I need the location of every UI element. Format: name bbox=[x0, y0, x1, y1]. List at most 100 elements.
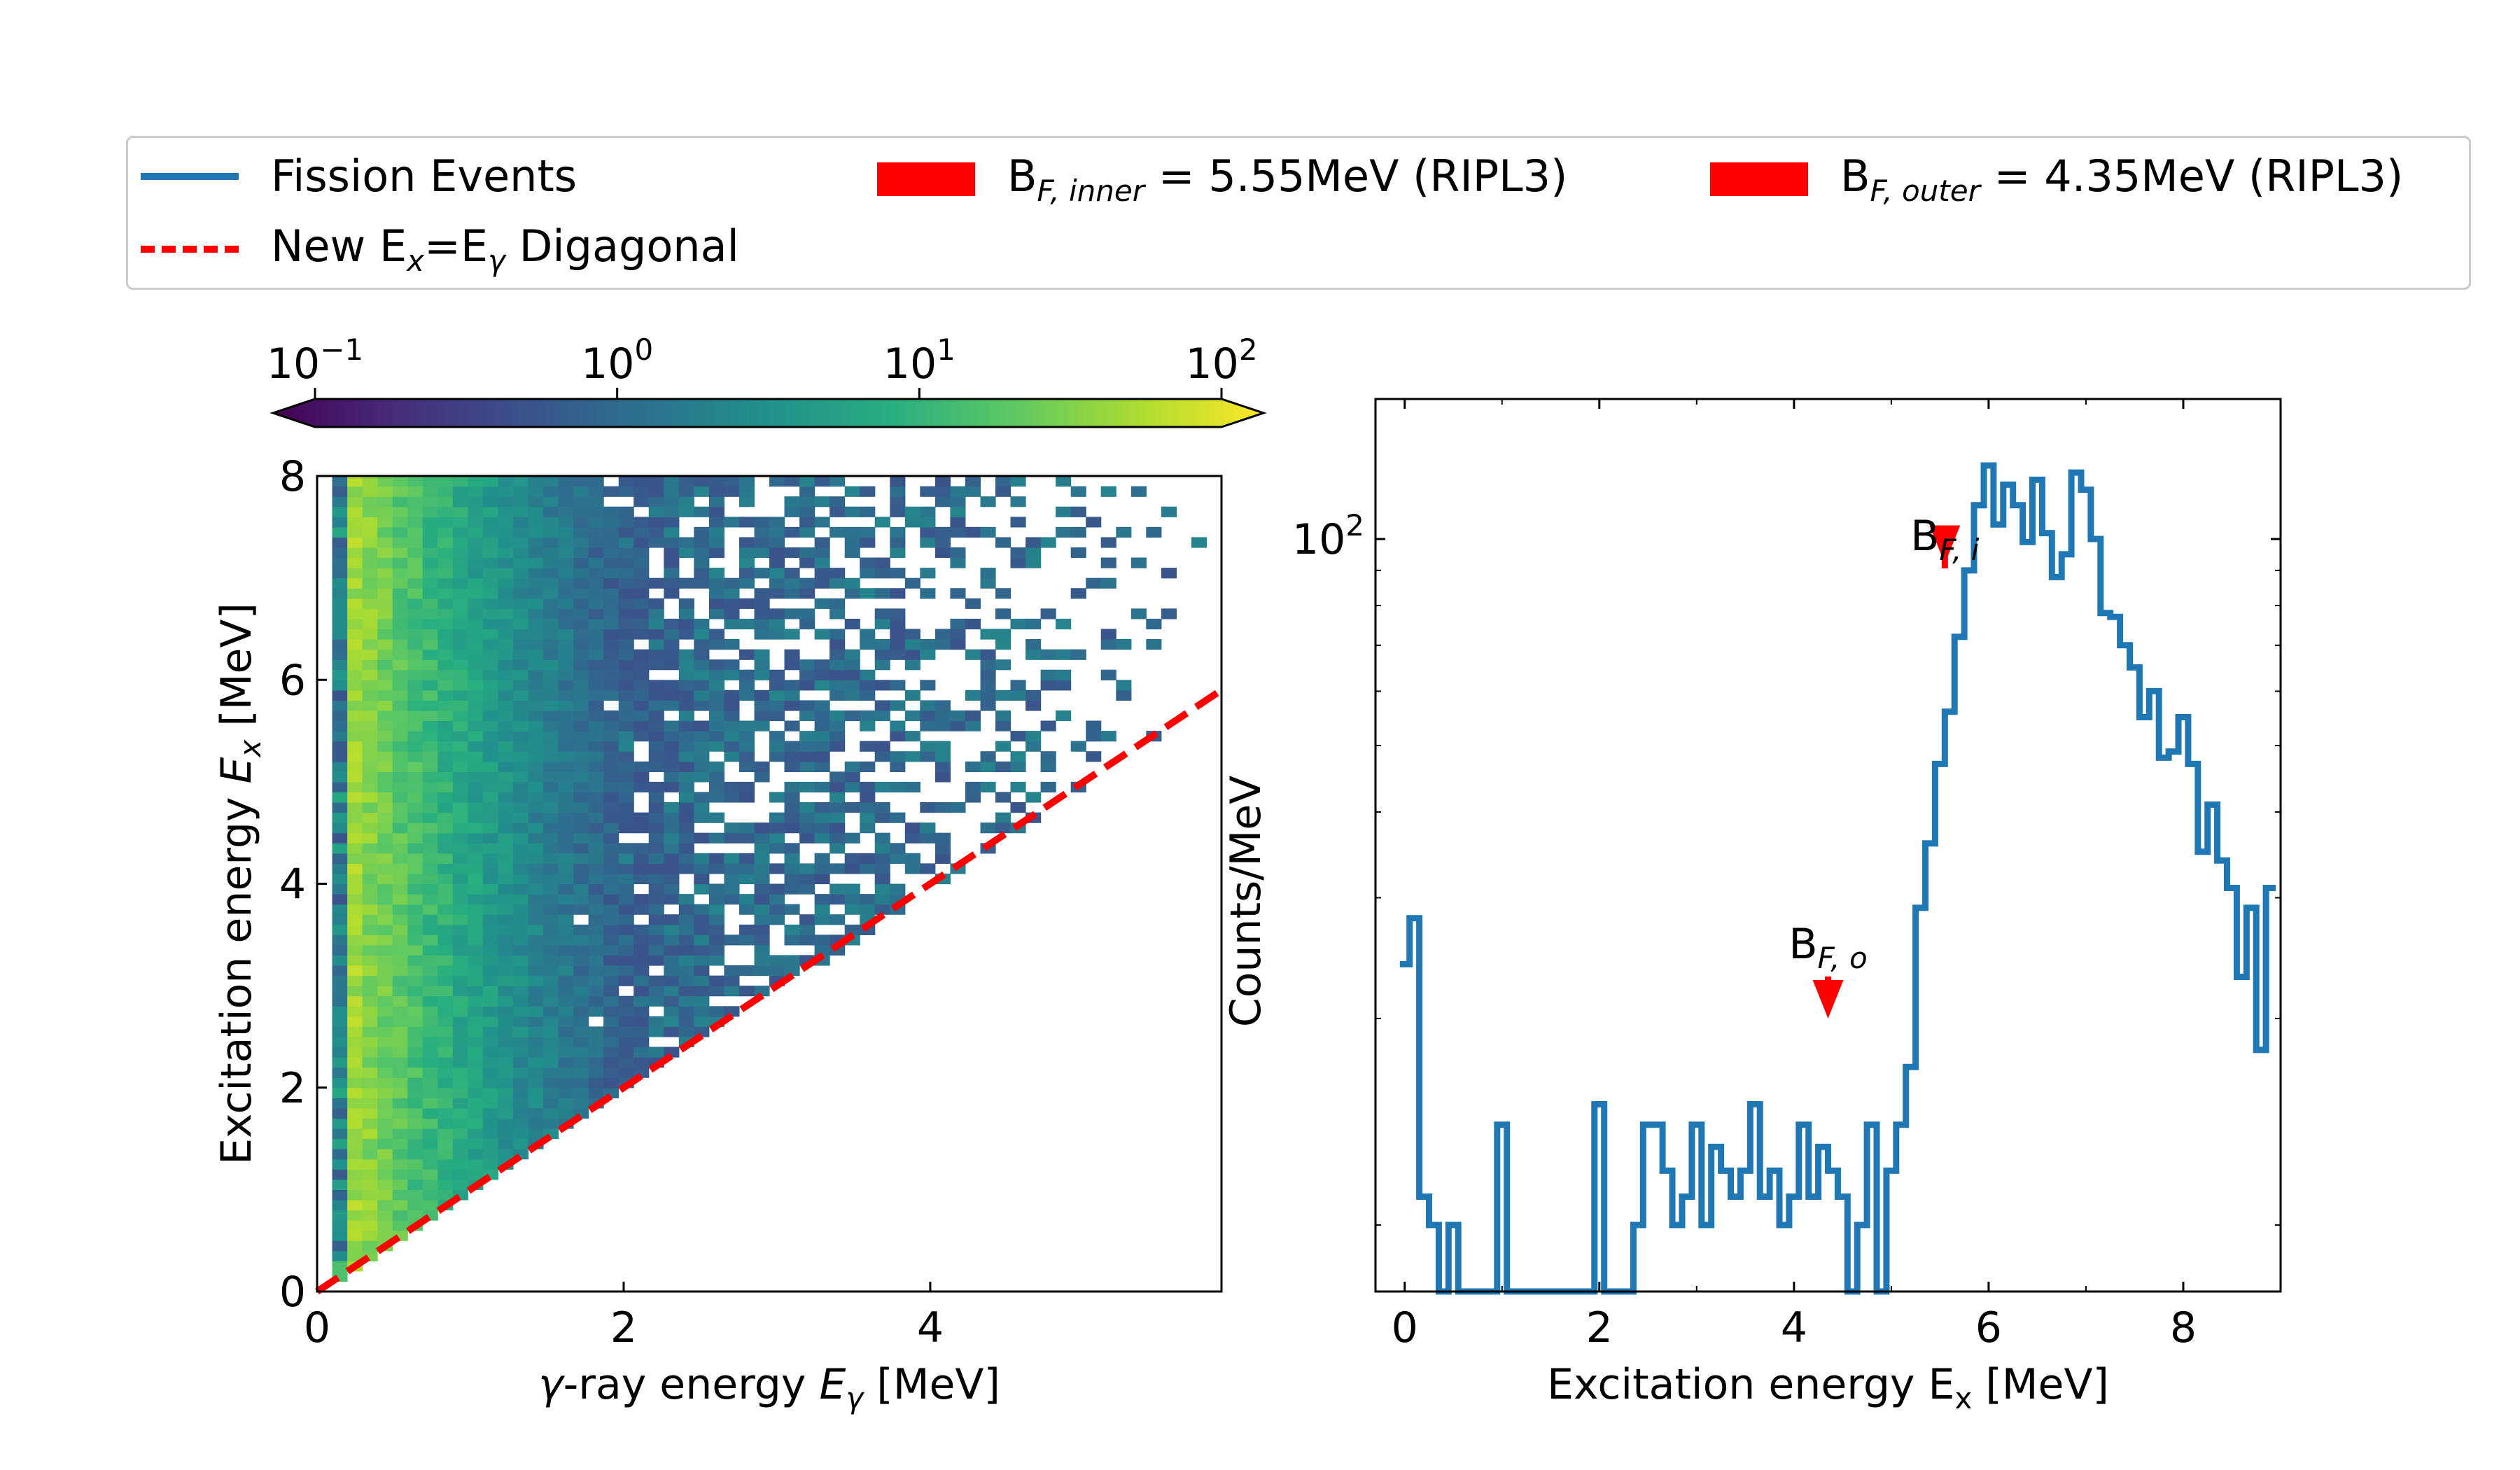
heatmap-cell bbox=[332, 975, 348, 986]
heatmap-cell bbox=[678, 965, 694, 976]
heatmap-cell bbox=[468, 924, 484, 935]
heatmap-cell bbox=[392, 1118, 408, 1129]
heatmap-cell bbox=[573, 517, 589, 528]
heatmap-cell bbox=[708, 720, 724, 732]
heatmap-cell bbox=[332, 1128, 348, 1140]
heatmap-cell bbox=[543, 883, 559, 895]
heatmap-cell bbox=[1056, 618, 1072, 630]
step-frame bbox=[1374, 398, 2282, 1293]
heatmap-cell bbox=[482, 517, 498, 528]
heatmap-cell bbox=[392, 680, 408, 691]
heatmap-cell bbox=[784, 955, 800, 966]
heatmap-cell bbox=[573, 955, 589, 966]
heatmap-cell bbox=[558, 832, 574, 844]
heatmap-cell bbox=[603, 863, 620, 874]
heatmap-cell bbox=[1056, 669, 1072, 680]
heatmap-cell bbox=[452, 843, 468, 854]
heatmap-cell bbox=[498, 649, 514, 660]
heatmap-cell bbox=[588, 986, 604, 997]
heatmap-cell bbox=[543, 1087, 559, 1098]
heatmap-cell bbox=[482, 731, 498, 742]
heatmap-cell bbox=[452, 486, 468, 497]
heatmap-cell bbox=[678, 669, 694, 680]
heatmap-cell bbox=[708, 669, 724, 680]
heatmap-cell bbox=[377, 1077, 393, 1088]
heatmap-cell bbox=[392, 649, 408, 660]
heatmap-cell bbox=[1010, 547, 1026, 559]
heatmap-cell bbox=[468, 934, 484, 946]
heatmap-cell bbox=[754, 771, 770, 783]
heatmap-cell bbox=[362, 802, 378, 813]
heatmap-cell bbox=[603, 944, 620, 956]
heatmap-cell bbox=[603, 649, 620, 660]
heatmap-cell bbox=[648, 496, 664, 507]
heatmap-cell bbox=[558, 1016, 574, 1027]
heatmap-cell bbox=[573, 863, 589, 874]
heatmap-cell bbox=[995, 690, 1011, 701]
heatmap-cell bbox=[648, 873, 664, 885]
heatmap-cell bbox=[588, 843, 604, 854]
heatmap-cell bbox=[362, 944, 378, 956]
heatmap-cell bbox=[438, 853, 454, 864]
heatmap-cell bbox=[708, 526, 724, 538]
heatmap-cell bbox=[678, 710, 694, 722]
heatmap-cell bbox=[588, 1036, 604, 1048]
heatmap-cell bbox=[468, 1118, 484, 1129]
heatmap-cell bbox=[1100, 669, 1116, 680]
heatmap-cell bbox=[860, 792, 876, 803]
heatmap-cell bbox=[754, 629, 770, 640]
heatmap-cell bbox=[965, 792, 981, 803]
heatmap-cell bbox=[438, 700, 454, 711]
heatmap-ytick-label: 4 bbox=[279, 860, 306, 909]
heatmap-cell bbox=[724, 731, 740, 742]
heatmap-cell bbox=[634, 771, 650, 783]
heatmap-cell bbox=[634, 1057, 650, 1068]
heatmap-cell bbox=[754, 618, 770, 630]
heatmap-cell bbox=[347, 588, 363, 599]
heatmap-cell bbox=[392, 578, 408, 589]
heatmap-cell bbox=[512, 1087, 528, 1098]
heatmap-cell bbox=[332, 853, 348, 864]
heatmap-cell bbox=[498, 975, 514, 986]
heatmap-cell bbox=[422, 944, 438, 956]
heatmap-cell bbox=[769, 822, 785, 834]
heatmap-cell bbox=[377, 1128, 393, 1140]
heatmap-cell bbox=[422, 1149, 438, 1160]
heatmap-cell bbox=[377, 1158, 393, 1170]
heatmap-cell bbox=[362, 1169, 378, 1180]
heatmap-cell bbox=[392, 986, 408, 997]
heatmap-cell bbox=[664, 781, 680, 793]
heatmap-cell bbox=[618, 680, 634, 691]
heatmap-cell bbox=[754, 649, 770, 660]
heatmap-cell bbox=[332, 924, 348, 935]
heatmap-cell bbox=[995, 537, 1011, 548]
heatmap-cell bbox=[543, 792, 559, 803]
heatmap-cell bbox=[482, 639, 498, 650]
heatmap-cell bbox=[347, 1189, 363, 1200]
heatmap-cell bbox=[708, 904, 724, 915]
heatmap-cell bbox=[468, 1169, 484, 1180]
heatmap-cell bbox=[422, 690, 438, 701]
heatmap-cell bbox=[694, 986, 710, 997]
heatmap-cell bbox=[452, 792, 468, 803]
heatmap-cell bbox=[799, 700, 816, 711]
heatmap-cell bbox=[543, 476, 559, 487]
heatmap-cell bbox=[407, 751, 424, 762]
heatmap-cell bbox=[724, 598, 740, 609]
heatmap-cell bbox=[664, 568, 680, 579]
heatmap-cell bbox=[678, 659, 694, 671]
heatmap-cell bbox=[512, 904, 528, 915]
heatmap-cell bbox=[694, 802, 710, 813]
heatmap-cell bbox=[618, 883, 634, 895]
heatmap-cell bbox=[482, 771, 498, 783]
heatmap-cell bbox=[618, 1046, 634, 1058]
heatmap-cell bbox=[618, 924, 634, 935]
heatmap-cell bbox=[558, 618, 574, 630]
heatmap-cell bbox=[377, 720, 393, 732]
heatmap-cell bbox=[995, 812, 1011, 823]
heatmap-cell bbox=[377, 853, 393, 864]
heatmap-cell bbox=[332, 965, 348, 976]
heatmap-cell bbox=[980, 822, 996, 834]
heatmap-cell bbox=[468, 1077, 484, 1088]
heatmap-cell bbox=[588, 639, 604, 650]
